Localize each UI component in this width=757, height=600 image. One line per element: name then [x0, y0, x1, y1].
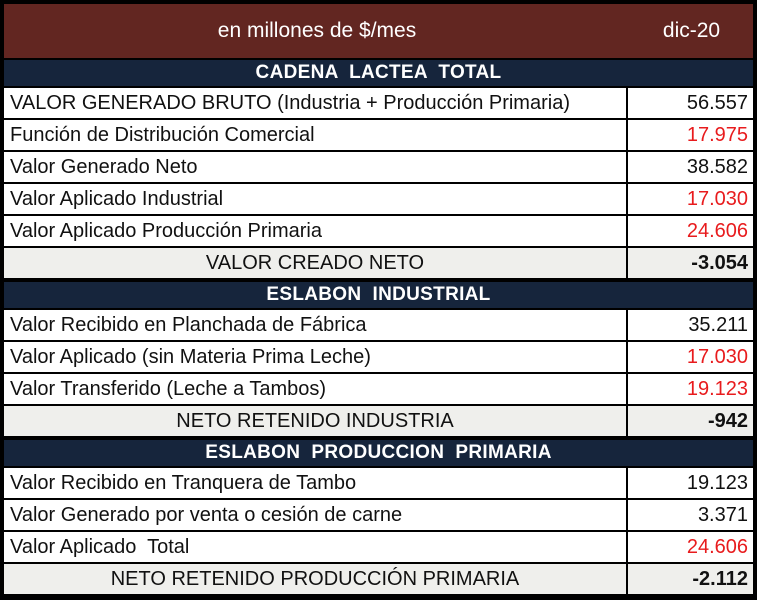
table-row: VALOR GENERADO BRUTO (Industria + Produc… — [4, 88, 753, 120]
row-value: 56.557 — [686, 91, 748, 114]
row-label: Valor Aplicado Industrial — [4, 184, 628, 214]
table-row: NETO RETENIDO INDUSTRIA -942 — [4, 406, 753, 438]
section-rows: VALOR GENERADO BRUTO (Industria + Produc… — [4, 88, 753, 280]
row-label: Valor Generado Neto — [4, 152, 628, 182]
row-value: -3.054 — [691, 251, 748, 274]
table-header-bar: en millones de $/mes dic-20 — [4, 4, 753, 58]
table-row: Valor Aplicado Producción Primaria 24.60… — [4, 216, 753, 248]
section-header: ESLABON INDUSTRIAL — [4, 282, 753, 308]
table-row: Valor Aplicado Industrial 17.030 — [4, 184, 753, 216]
row-value: 35.211 — [688, 313, 748, 336]
row-label: Valor Generado por venta o cesión de car… — [4, 500, 628, 530]
row-value: 19.123 — [686, 471, 748, 494]
row-label: NETO RETENIDO PRODUCCIÓN PRIMARIA — [4, 564, 628, 594]
table-row: Valor Aplicado Total 24.606 — [4, 532, 753, 564]
row-label: NETO RETENIDO INDUSTRIA — [4, 406, 628, 436]
row-label: Valor Recibido en Tranquera de Tambo — [4, 468, 628, 498]
row-label: Valor Transferido (Leche a Tambos) — [4, 374, 628, 404]
row-value: 17.030 — [686, 345, 748, 368]
table-row: Valor Recibido en Planchada de Fábrica 3… — [4, 310, 753, 342]
row-label: Valor Aplicado Total — [4, 532, 628, 562]
table-row: NETO RETENIDO PRODUCCIÓN PRIMARIA -2.112 — [4, 564, 753, 596]
row-value: 19.123 — [686, 377, 748, 400]
table-section: ESLABON PRODUCCION PRIMARIA Valor Recibi… — [4, 440, 753, 596]
table-row: Función de Distribución Comercial 17.975 — [4, 120, 753, 152]
row-value: -942 — [707, 409, 748, 432]
row-value: 38.582 — [686, 155, 748, 178]
row-value: 3.371 — [697, 503, 748, 526]
section-header: CADENA LACTEA TOTAL — [4, 60, 753, 86]
table-row: Valor Aplicado (sin Materia Prima Leche)… — [4, 342, 753, 374]
table-row: Valor Transferido (Leche a Tambos) 19.12… — [4, 374, 753, 406]
section-header: ESLABON PRODUCCION PRIMARIA — [4, 440, 753, 466]
row-label: Valor Aplicado Producción Primaria — [4, 216, 628, 246]
table-title: en millones de $/mes — [217, 19, 417, 42]
section-rows: Valor Recibido en Tranquera de Tambo 19.… — [4, 468, 753, 596]
table-sections: CADENA LACTEA TOTAL VALOR GENERADO BRUTO… — [4, 58, 753, 596]
section-rows: Valor Recibido en Planchada de Fábrica 3… — [4, 310, 753, 438]
row-label: Función de Distribución Comercial — [4, 120, 628, 150]
row-label: Valor Aplicado (sin Materia Prima Leche) — [4, 342, 628, 372]
table-row: Valor Generado por venta o cesión de car… — [4, 500, 753, 532]
row-label: VALOR CREADO NETO — [4, 248, 628, 278]
table-row: VALOR CREADO NETO -3.054 — [4, 248, 753, 280]
row-label: VALOR GENERADO BRUTO (Industria + Produc… — [4, 88, 628, 118]
row-label: Valor Recibido en Planchada de Fábrica — [4, 310, 628, 340]
table-row: Valor Recibido en Tranquera de Tambo 19.… — [4, 468, 753, 500]
table-section: ESLABON INDUSTRIAL Valor Recibido en Pla… — [4, 282, 753, 438]
table-section: CADENA LACTEA TOTAL VALOR GENERADO BRUTO… — [4, 60, 753, 280]
row-value: 24.606 — [686, 535, 748, 558]
row-value: -2.112 — [692, 567, 748, 590]
period-label: dic-20 — [662, 19, 721, 42]
row-value: 17.975 — [686, 123, 748, 146]
row-value: 24.606 — [686, 219, 748, 242]
table-row: Valor Generado Neto 38.582 — [4, 152, 753, 184]
row-value: 17.030 — [686, 187, 748, 210]
